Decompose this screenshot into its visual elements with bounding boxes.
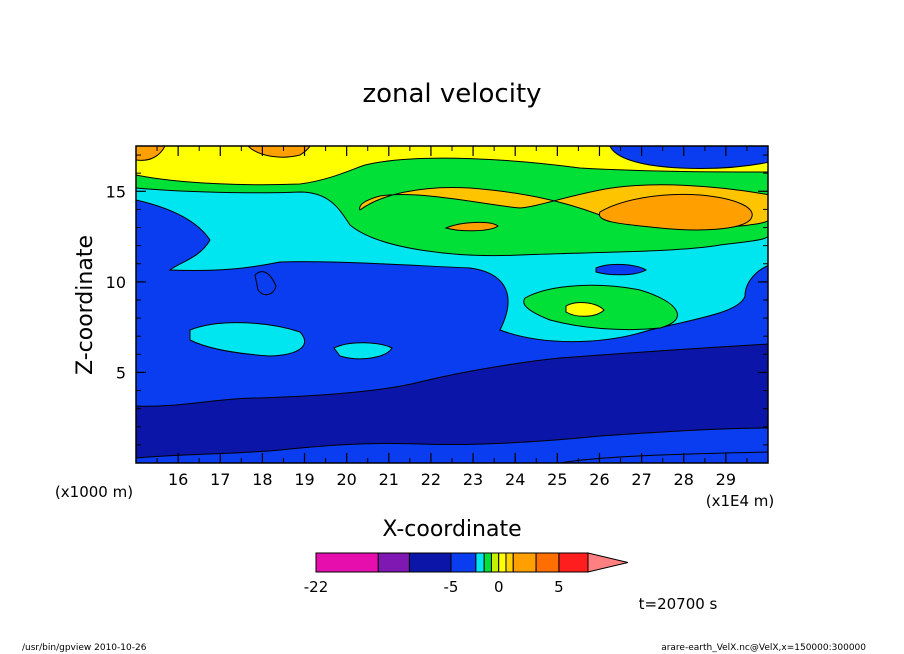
x-axis-label: X-coordinate — [382, 517, 521, 542]
colorbar-swatch — [512, 552, 537, 573]
y-tick-label: 15 — [106, 182, 126, 201]
contour-blue-top-right — [609, 146, 768, 170]
colorbar-tick-labels: -22 -5 0 5 — [304, 578, 564, 596]
chart-title: zonal velocity — [362, 79, 541, 109]
x-tick-label: 27 — [631, 470, 651, 489]
colorbar-extension-arrow — [587, 552, 629, 573]
colorbar-swatch — [505, 552, 514, 573]
colorbar-tick-label: 5 — [554, 578, 564, 596]
x-tick-label: 20 — [336, 470, 356, 489]
x-tick-label: 25 — [547, 470, 567, 489]
contour-strong-positive-east — [598, 193, 753, 231]
colorbar-tick-label: -22 — [304, 578, 329, 596]
contour-cyan-mid-lobe — [189, 322, 306, 357]
colorbar-swatch — [490, 552, 500, 573]
x-axis-ticks: 16 17 18 19 20 21 22 23 24 25 26 27 28 29 — [156, 146, 748, 489]
contour-deep-negative-band — [136, 343, 768, 459]
x-tick-label: 29 — [716, 470, 736, 489]
contour-blue-pocket — [254, 271, 277, 296]
y-tick-label: 5 — [116, 363, 126, 382]
contour-strong-positive-core — [444, 221, 499, 232]
colorbar-swatch — [377, 552, 410, 573]
x-tick-label: 16 — [168, 470, 188, 489]
colorbar-swatch — [483, 552, 492, 573]
y-axis-label: Z-coordinate — [73, 235, 98, 375]
footer-right: arare-earth_VelX.nc@VelX,x=150000:300000 — [661, 643, 866, 653]
footer-left: /usr/bin/gpview 2010-10-26 — [22, 643, 147, 653]
contour-blue-hole — [595, 263, 647, 276]
x-tick-label: 18 — [252, 470, 272, 489]
colorbar-swatch — [558, 552, 589, 573]
x-tick-label: 21 — [379, 470, 399, 489]
contour-field — [136, 146, 768, 463]
y-axis-ticks: 5 10 15 — [106, 154, 768, 446]
contour-blue-bottom-right — [559, 451, 768, 463]
colorbar-swatch — [408, 552, 452, 573]
colorbar — [315, 552, 629, 573]
colorbar-swatch — [315, 552, 379, 573]
colorbar-tick-label: 0 — [494, 578, 504, 596]
x-tick-label: 28 — [674, 470, 694, 489]
colorbar-swatch — [450, 552, 477, 573]
x-tick-label: 23 — [463, 470, 483, 489]
x-tick-label: 17 — [210, 470, 230, 489]
colorbar-swatch — [475, 552, 485, 573]
contour-yellow-lobe — [565, 302, 605, 317]
colorbar-swatch — [498, 552, 507, 573]
x-unit-label: (x1E4 m) — [706, 492, 775, 510]
x-tick-label: 19 — [294, 470, 314, 489]
colorbar-tick-label: -5 — [443, 578, 458, 596]
x-tick-label: 26 — [589, 470, 609, 489]
x-tick-label: 22 — [421, 470, 441, 489]
contour-cyan-small-lobe — [333, 342, 393, 360]
time-label: t=20700 s — [639, 595, 718, 613]
x-tick-label: 24 — [505, 470, 525, 489]
colorbar-swatch — [535, 552, 560, 573]
y-unit-label: (x1000 m) — [55, 483, 133, 501]
y-tick-label: 10 — [106, 273, 126, 292]
